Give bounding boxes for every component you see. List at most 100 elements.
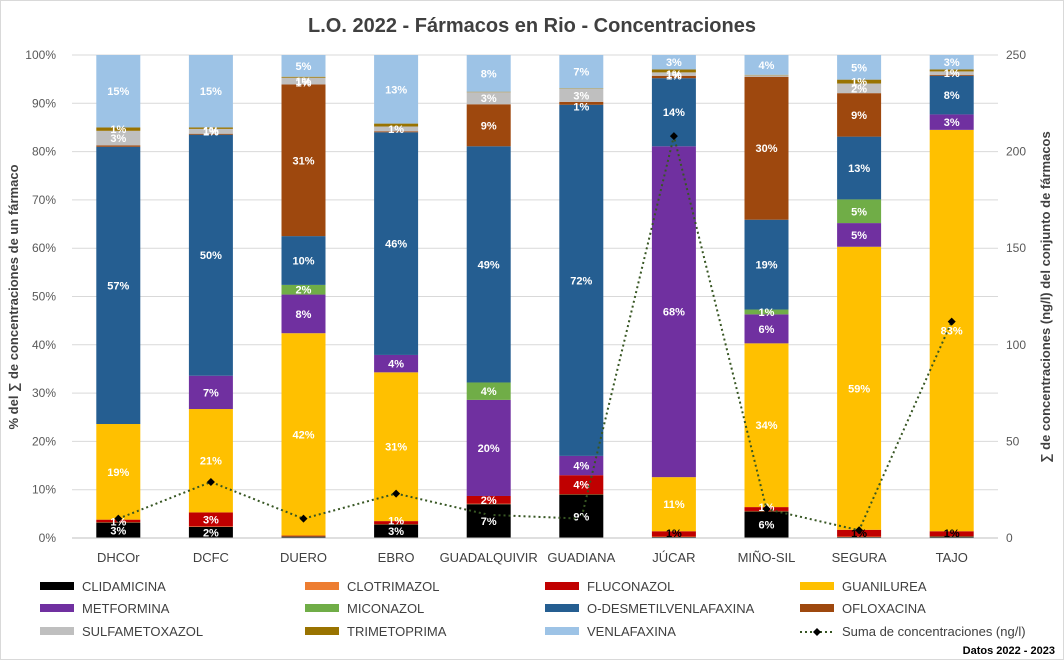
y-axis-label: % del ∑ de concentraciones de un fármaco <box>6 164 21 429</box>
y2-tick-label: 100 <box>1006 338 1026 352</box>
data-label: 7% <box>573 67 589 79</box>
data-label: 4% <box>759 60 775 72</box>
data-label: 15% <box>107 86 129 98</box>
data-label: 4% <box>573 461 589 473</box>
legend-label: METFORMINA <box>82 601 170 616</box>
data-label: 50% <box>200 250 222 262</box>
y-tick-label: 60% <box>32 241 56 255</box>
legend-label: O-DESMETILVENLAFAXINA <box>587 601 755 616</box>
data-label: 13% <box>385 84 407 96</box>
data-label: 1% <box>296 78 312 90</box>
data-label: 68% <box>663 307 685 319</box>
data-label: 3% <box>944 117 960 129</box>
legend-swatch <box>800 582 834 590</box>
x-tick-label: DCFC <box>193 550 229 565</box>
data-label: 14% <box>663 107 685 119</box>
x-tick-label: SEGURA <box>832 550 887 565</box>
data-label: 8% <box>296 309 312 321</box>
data-label: 1% <box>666 70 682 82</box>
y2-tick-label: 50 <box>1006 434 1020 448</box>
y-tick-label: 70% <box>32 193 56 207</box>
data-label: 5% <box>296 61 312 73</box>
data-label: 4% <box>388 359 404 371</box>
data-label: 3% <box>944 57 960 69</box>
data-label: 2% <box>481 495 497 507</box>
legend-label: OFLOXACINA <box>842 601 926 616</box>
data-label: 1% <box>203 125 219 137</box>
legend-swatch <box>800 604 834 612</box>
y-tick-label: 100% <box>25 48 56 62</box>
y-tick-label: 50% <box>32 290 56 304</box>
y-tick-label: 90% <box>32 96 56 110</box>
legend-swatch <box>305 582 339 590</box>
y2-tick-label: 250 <box>1006 48 1026 62</box>
data-label: 15% <box>200 86 222 98</box>
data-label: 20% <box>478 443 500 455</box>
data-label: 3% <box>481 93 497 105</box>
legend-label: VENLAFAXINA <box>587 624 676 639</box>
legend-label: Suma de concentraciones (ng/l) <box>842 624 1026 639</box>
data-label: 1% <box>388 516 404 528</box>
legend-label: SULFAMETOXAZOL <box>82 624 203 639</box>
legend-swatch <box>40 627 74 635</box>
legend-label: TRIMETOPRIMA <box>347 624 447 639</box>
data-label: 3% <box>203 514 219 526</box>
data-label: 3% <box>573 90 589 102</box>
data-label: 30% <box>755 143 777 155</box>
data-label: 21% <box>200 456 222 468</box>
y-tick-label: 80% <box>32 145 56 159</box>
data-label: 4% <box>481 386 497 398</box>
legend-swatch <box>40 582 74 590</box>
legend-swatch <box>305 604 339 612</box>
legend-swatch <box>545 582 579 590</box>
data-label: 31% <box>292 155 314 167</box>
data-label: 5% <box>851 206 867 218</box>
y2-axis-label: ∑ de concentraciones (ng/l) del conjunto… <box>1038 131 1053 462</box>
data-label: 1% <box>573 102 589 114</box>
legend-label: CLOTRIMAZOL <box>347 579 439 594</box>
y2-tick-label: 150 <box>1006 241 1026 255</box>
bar-segment <box>96 145 140 146</box>
legend-swatch <box>305 627 339 635</box>
data-label: 6% <box>759 520 775 532</box>
data-label: 83% <box>941 326 963 338</box>
data-label: 1% <box>388 124 404 136</box>
x-tick-label: TAJO <box>936 550 968 565</box>
bar-segment <box>745 75 789 76</box>
data-label: 4% <box>573 480 589 492</box>
x-tick-label: GUADALQUIVIR <box>440 550 538 565</box>
data-label: 8% <box>944 90 960 102</box>
legend-swatch <box>545 604 579 612</box>
legend-swatch <box>545 627 579 635</box>
legend-swatch <box>40 604 74 612</box>
data-label: 11% <box>663 499 685 511</box>
x-tick-label: JÚCAR <box>652 550 695 565</box>
data-label: 1% <box>759 307 775 319</box>
x-tick-label: MIÑO-SIL <box>738 550 796 565</box>
data-label: 6% <box>759 324 775 336</box>
data-label: 3% <box>666 57 682 69</box>
chart-title: L.O. 2022 - Fármacos en Rio - Concentrac… <box>308 15 756 37</box>
legend-label: MICONAZOL <box>347 601 424 616</box>
data-label: 31% <box>385 442 407 454</box>
data-label: 1% <box>944 68 960 80</box>
footnote: Datos 2022 - 2023 <box>963 645 1055 657</box>
y-tick-label: 30% <box>32 386 56 400</box>
legend-label: FLUCONAZOL <box>587 579 674 594</box>
data-label: 49% <box>478 259 500 271</box>
legend-label: GUANILUREA <box>842 579 927 594</box>
y2-tick-label: 0 <box>1006 531 1013 545</box>
data-label: 19% <box>107 467 129 479</box>
y2-tick-label: 200 <box>1006 145 1026 159</box>
y-tick-label: 40% <box>32 338 56 352</box>
data-label: 46% <box>385 239 407 251</box>
data-label: 72% <box>570 275 592 287</box>
x-tick-label: GUADIANA <box>547 550 615 565</box>
data-label: 59% <box>848 383 870 395</box>
data-label: 1% <box>110 124 126 136</box>
data-label: 13% <box>848 163 870 175</box>
data-label: 3% <box>388 526 404 538</box>
data-label: 9% <box>481 120 497 132</box>
